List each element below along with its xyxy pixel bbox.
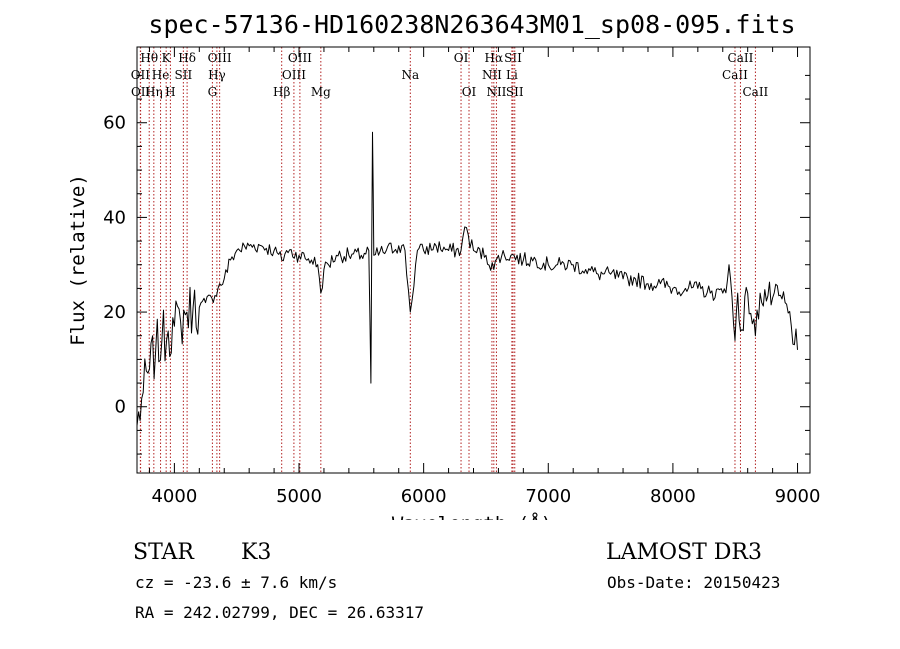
axis-tick-layer: 4000 5000 6000 7000 8000 9000 0 20 40 60 — [103, 47, 820, 507]
spectral-subclass: K3 — [241, 540, 272, 565]
line-marker-label: SII — [504, 51, 522, 65]
line-marker-label: SII — [506, 85, 524, 99]
object-class: STAR — [133, 540, 194, 565]
line-marker-label: Na — [401, 68, 419, 82]
line-marker-label: Hγ — [208, 68, 226, 82]
spectrum-chart: spec-57136-HD160238N263643M01_sp08-095.f… — [67, 10, 820, 520]
line-marker-label: OI — [454, 51, 469, 65]
line-marker-label: H — [165, 85, 175, 99]
line-marker-label: K — [162, 51, 172, 65]
line-marker-label: SII — [175, 68, 193, 82]
x-tick-label: 8000 — [650, 486, 696, 507]
line-marker-label: Hθ — [140, 51, 158, 65]
line-marker-label: OIII — [208, 51, 232, 65]
line-marker-label: OIII — [288, 51, 312, 65]
x-tick-label: 6000 — [401, 486, 447, 507]
x-tick-label: 7000 — [525, 486, 571, 507]
line-marker-label: CaII — [722, 68, 748, 82]
x-tick-label: 5000 — [276, 486, 322, 507]
line-marker-label: CaII — [742, 85, 768, 99]
line-marker-label: Hα — [485, 51, 504, 65]
x-axis-label: Wavelength (Å) — [392, 512, 552, 520]
spectrum-data-layer — [136, 131, 798, 426]
line-marker-label: OI — [462, 85, 477, 99]
line-marker-label: CaII — [728, 51, 754, 65]
observation-date: Obs-Date: 20150423 — [607, 573, 781, 592]
chart-title: spec-57136-HD160238N263643M01_sp08-095.f… — [148, 10, 795, 39]
line-marker-label: NII — [482, 68, 502, 82]
plot-frame — [136, 46, 811, 474]
y-tick-label: 20 — [103, 302, 126, 323]
spectrum-line-0 — [136, 131, 798, 426]
line-marker-label: G — [208, 85, 218, 99]
line-marker-label: NII — [486, 85, 506, 99]
survey-name: LAMOST DR3 — [606, 540, 762, 565]
line-marker-label: Hβ — [273, 85, 290, 99]
line-marker-label: Mg — [311, 85, 331, 99]
radial-velocity: cz = -23.6 ± 7.6 km/s — [135, 573, 338, 592]
line-marker-label: He — [152, 68, 170, 82]
line-marker-label: OIII — [282, 68, 306, 82]
line-marker-label: Li — [506, 68, 518, 82]
line-marker-label: Hδ — [178, 51, 196, 65]
x-tick-label: 4000 — [151, 486, 197, 507]
y-tick-label: 60 — [103, 113, 126, 134]
y-tick-label: 40 — [103, 207, 126, 228]
y-axis-label: Flux (relative) — [67, 174, 89, 346]
line-marker-label: OII — [131, 85, 151, 99]
sky-coordinates: RA = 242.02799, DEC = 26.63317 — [135, 603, 424, 622]
line-marker-label: Hη — [145, 85, 163, 99]
x-tick-label: 9000 — [775, 486, 821, 507]
y-tick-label: 0 — [115, 397, 126, 418]
